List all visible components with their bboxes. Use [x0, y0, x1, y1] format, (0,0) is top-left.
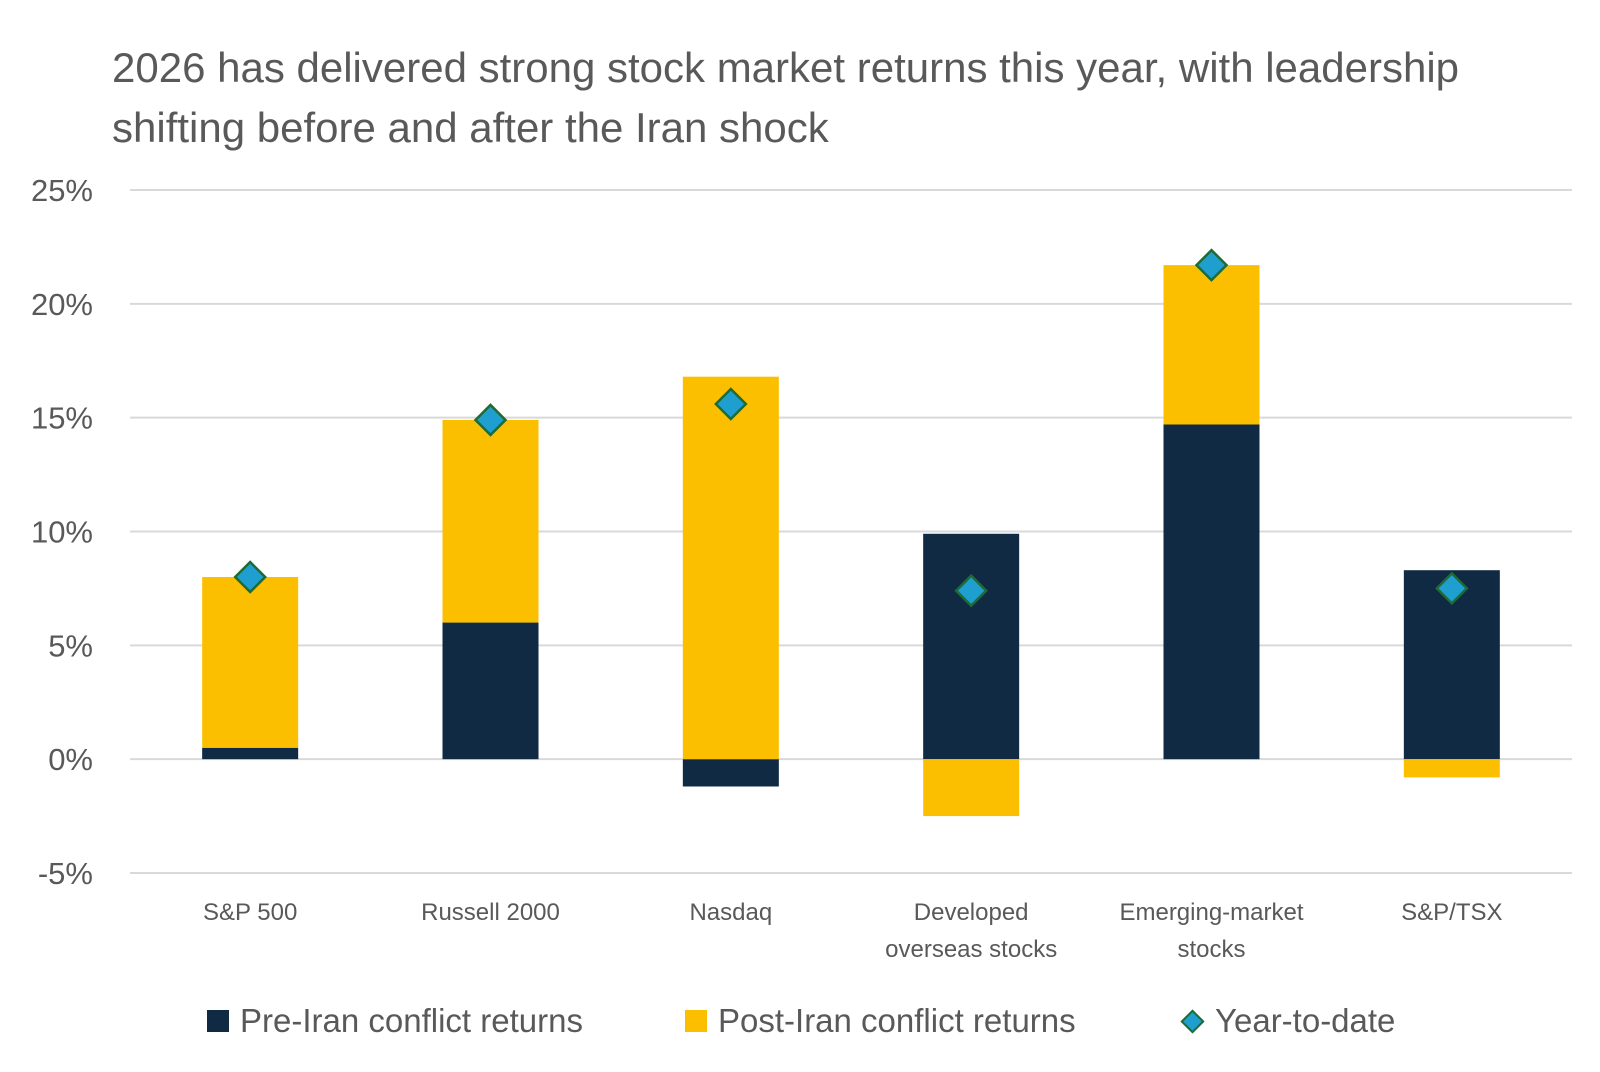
chart-title: 2026 has delivered strong stock market r… — [112, 44, 1460, 151]
y-tick-label: 10% — [31, 515, 93, 550]
bar-post-iran — [682, 376, 779, 760]
bar-post-iran — [1403, 759, 1500, 778]
y-tick-label: 20% — [31, 287, 93, 322]
legend-item-ytd: Year-to-date — [1178, 996, 1395, 1046]
bars — [202, 265, 1500, 817]
legend-label-pre-iran: Pre-Iran conflict returns — [240, 1002, 583, 1039]
y-tick-label: 0% — [48, 742, 93, 777]
legend-swatch-post-iran — [685, 1010, 707, 1032]
ytd-marker — [473, 403, 508, 437]
legend-diamond-icon — [1180, 1008, 1205, 1034]
legend: Pre-Iran conflict returns Post-Iran conf… — [0, 996, 1600, 1046]
y-tick-label: 5% — [48, 628, 93, 663]
x-category-label: Nasdaq — [689, 899, 772, 926]
bar-post-iran — [1163, 265, 1260, 425]
ytd-marker — [1194, 248, 1229, 282]
x-category-label: Russell 2000 — [421, 899, 560, 926]
y-tick-label: 15% — [31, 401, 93, 436]
x-category-label: Developed — [914, 899, 1029, 926]
legend-item-pre-iran: Pre-Iran conflict returns — [207, 996, 583, 1046]
legend-label-post-iran: Post-Iran conflict returns — [718, 1002, 1076, 1039]
y-tick-label: -5% — [38, 856, 93, 891]
bar-pre-iran — [682, 759, 779, 787]
chart-plot: 25% 20% 15% 10% 5% 0% -5% S&P 500 Russell 2000 N… — [31, 173, 1572, 963]
x-category-label: overseas stocks — [885, 936, 1057, 963]
x-axis-category-labels: S&P 500 Russell 2000 Nasdaq Developed overse… — [203, 899, 1503, 963]
bar-post-iran — [442, 419, 539, 623]
bar-pre-iran — [202, 747, 299, 760]
ytd-marker — [1435, 571, 1469, 606]
ytd-markers — [233, 248, 1469, 608]
ytd-marker — [954, 573, 988, 608]
legend-label-ytd: Year-to-date — [1215, 1002, 1396, 1039]
x-category-label: stocks — [1177, 936, 1245, 963]
ytd-marker — [233, 560, 267, 594]
gridlines — [130, 189, 1572, 874]
legend-swatch-pre-iran — [207, 1010, 229, 1032]
ytd-marker — [714, 387, 748, 421]
legend-item-post-iran: Post-Iran conflict returns — [685, 996, 1076, 1046]
bar-post-iran — [202, 577, 299, 748]
y-axis-tick-labels: 25% 20% 15% 10% 5% 0% -5% — [31, 173, 93, 891]
bar-pre-iran — [923, 533, 1020, 760]
x-category-label: Emerging-market — [1119, 899, 1303, 926]
x-category-label: S&P/TSX — [1401, 899, 1502, 926]
bar-pre-iran — [442, 622, 539, 760]
bar-post-iran — [923, 759, 1020, 817]
bar-pre-iran — [1163, 424, 1260, 760]
x-category-label: S&P 500 — [203, 899, 297, 926]
y-tick-label: 25% — [31, 173, 93, 208]
